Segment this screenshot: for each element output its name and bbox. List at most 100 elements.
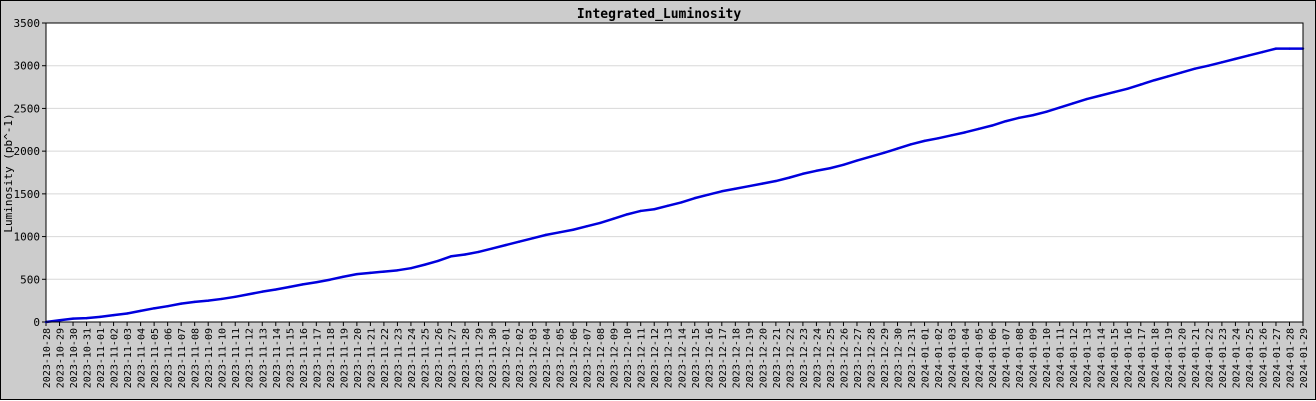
data-point [639,209,642,213]
x-tick-label: 2023-11-11 [231,328,242,388]
data-point [882,151,886,155]
data-point [328,278,332,281]
data-point [58,319,61,322]
x-tick-label: 2023-11-02 [110,328,121,388]
x-axis: 2023-10-28 2023-10-29 2023-10-30 2023-10-31… [42,322,1310,388]
x-tick-label: 2023-12-04 [542,328,553,388]
data-point [1085,97,1088,101]
x-tick-label: 2023-11-13 [258,328,269,388]
x-tick-label: 2024-01-11 [1056,328,1067,388]
data-point [355,272,359,276]
data-point [1220,61,1224,64]
data-point [531,237,534,240]
data-point [842,163,845,167]
data-point [585,225,588,228]
x-tick-label: 2023-12-14 [677,328,688,388]
x-tick-label: 2024-01-24 [1231,328,1242,388]
data-point [1274,47,1278,50]
x-tick-label: 2023-11-17 [312,328,323,388]
data-point [761,182,764,185]
data-point [977,127,980,131]
x-tick-label: 2024-01-09 [1029,328,1040,388]
x-tick-label: 2023-11-22 [380,328,391,388]
x-tick-label: 2023-11-10 [218,328,229,388]
data-point [261,290,264,293]
data-point [571,228,575,231]
x-tick-label: 2023-11-14 [272,328,283,388]
data-point [558,231,561,234]
data-point [112,313,115,317]
data-point [1004,120,1007,123]
x-tick-label: 2024-01-29 [1299,328,1310,388]
data-point [1207,64,1210,67]
data-point [869,155,872,158]
x-tick-label: 2023-12-15 [691,328,702,388]
data-point [693,196,696,200]
data-point [369,271,372,275]
x-tick-label: 2024-01-22 [1204,328,1215,388]
data-point [990,124,994,127]
x-tick-label: 2023-12-01 [502,328,513,388]
x-tick-label: 2023-11-15 [285,328,296,388]
data-point [774,179,778,183]
x-tick-label: 2023-10-30 [69,328,80,388]
data-point [450,255,453,258]
x-tick-label: 2023-12-27 [853,328,864,388]
x-tick-label: 2023-11-29 [475,328,486,388]
x-tick-label: 2024-01-12 [1069,328,1080,388]
data-point [1126,87,1129,90]
x-tick-label: 2024-01-07 [1002,328,1013,388]
data-point [1193,67,1197,70]
data-point [1139,83,1143,86]
data-point [247,293,250,296]
x-tick-label: 2024-01-14 [1096,328,1107,388]
data-point [409,266,413,270]
data-point [801,172,805,175]
x-tick-label: 2023-11-21 [366,328,377,388]
x-tick-label: 2023-12-18 [731,328,742,388]
data-point [720,190,724,193]
x-tick-label: 2023-12-11 [637,328,648,388]
data-point [815,169,818,172]
x-tick-label: 2024-01-02 [934,328,945,388]
data-point [1112,90,1115,94]
x-tick-label: 2024-01-15 [1110,328,1121,388]
x-tick-label: 2024-01-05 [975,328,986,388]
x-tick-label: 2023-11-20 [353,328,364,388]
chart-title: Integrated_Luminosity [577,7,742,22]
x-tick-label: 2023-12-07 [583,328,594,388]
plot-frame [45,22,1304,323]
data-point [1099,94,1102,97]
y-axis: 0 500 1000 1500 2000 2500 3000 3500 [14,17,46,329]
x-tick-label: 2023-11-28 [461,328,472,388]
y-tick-label: 2000 [14,145,41,158]
x-tick-label: 2024-01-19 [1164,328,1175,388]
x-tick-label: 2023-12-28 [866,328,877,388]
y-tick-label: 3000 [14,60,41,73]
x-tick-label: 2023-12-23 [799,328,810,388]
y-axis-label: Luminosity (pb^-1) [2,113,15,232]
grid-lines [46,65,1303,280]
data-point [828,167,832,170]
x-tick-label: 2023-12-08 [596,328,607,388]
data-point [301,283,305,286]
x-tick-label: 2024-01-28 [1285,328,1296,388]
x-tick-label: 2023-11-04 [137,328,148,388]
data-point [653,208,656,211]
x-tick-label: 2024-01-01 [921,328,932,388]
x-tick-label: 2023-12-24 [812,328,823,388]
data-point [963,131,967,134]
data-point [98,315,102,319]
data-point [1288,47,1291,50]
x-tick-label: 2024-01-18 [1150,328,1161,388]
x-tick-label: 2023-12-26 [839,328,850,388]
data-point [1180,71,1183,74]
data-point [490,247,494,250]
x-tick-label: 2023-11-19 [339,328,350,388]
data-point [342,275,345,278]
data-point [477,250,480,254]
data-point [517,240,521,243]
data-point [166,304,169,308]
x-tick-label: 2023-11-12 [245,328,256,388]
